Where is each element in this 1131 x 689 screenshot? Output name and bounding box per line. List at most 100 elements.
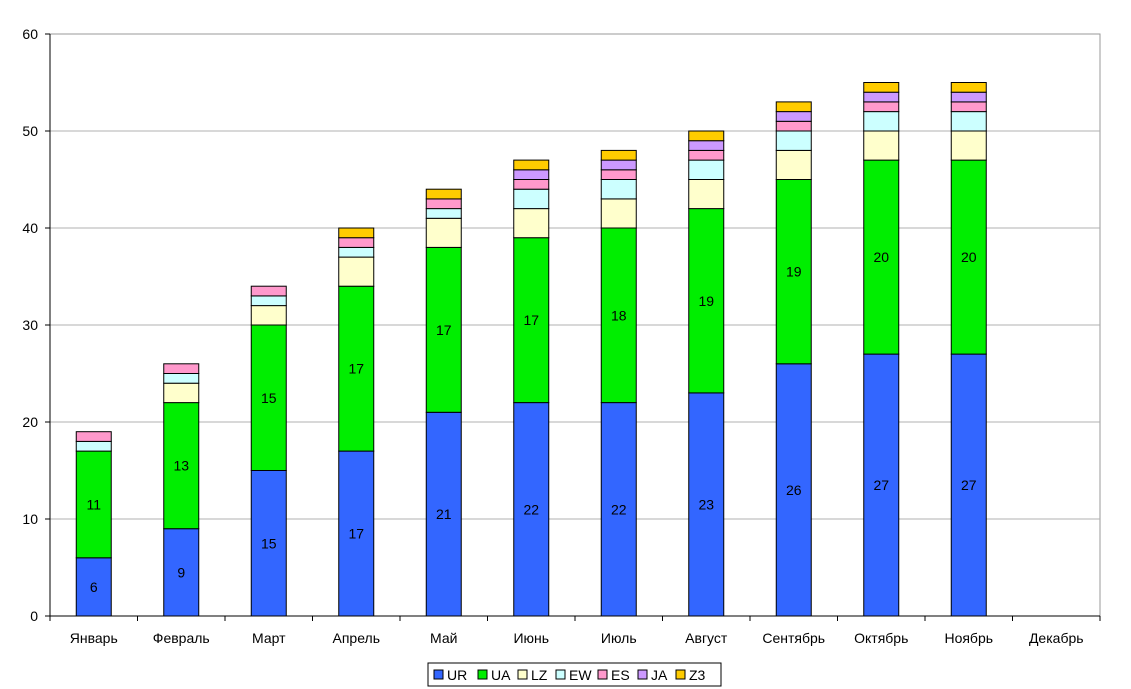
data-label-ua: 17	[523, 312, 539, 328]
legend-label-es: ES	[611, 667, 630, 683]
bar-segment-ur	[163, 528, 200, 617]
bar-segment-ja	[950, 91, 987, 103]
data-label-ur: 23	[698, 496, 714, 512]
bars	[75, 82, 987, 617]
bar-segment-ur	[688, 392, 725, 617]
tick-label-y: 50	[22, 123, 38, 139]
bar-segment-es	[513, 179, 550, 190]
bar-segment-lz	[338, 256, 375, 287]
bar-segment-es	[163, 363, 200, 374]
bar-segment-ua	[688, 208, 725, 394]
tick-label-x: Февраль	[153, 630, 210, 646]
tick-label-x: Май	[430, 630, 457, 646]
bar-segment-es	[425, 198, 462, 210]
bar-segment-ur	[513, 402, 550, 617]
legend-swatch-es	[597, 669, 608, 680]
bar-segment-ew	[513, 188, 550, 210]
bar-segment-lz	[775, 149, 812, 180]
legend-swatch-z3	[675, 669, 686, 680]
bar-segment-es	[600, 169, 637, 181]
data-label-ua: 20	[961, 249, 977, 265]
legend-swatch-ur	[433, 669, 444, 680]
bar-segment-z3	[863, 82, 900, 93]
bar-segment-ua	[338, 285, 375, 452]
data-label-ur: 6	[90, 579, 98, 595]
bar-segment-es	[338, 237, 375, 248]
bar-segment-ew	[600, 179, 637, 200]
legend-label-ja: JA	[651, 667, 668, 683]
bar-segment-lz	[863, 130, 900, 161]
bar-segment-lz	[600, 198, 637, 229]
legend-label-ew: EW	[569, 667, 592, 683]
data-label-ua: 17	[348, 361, 364, 377]
tick-label-y: 0	[30, 608, 38, 624]
tick-label-x: Апрель	[333, 630, 381, 646]
tick-label-y: 60	[22, 26, 38, 42]
tick-label-y: 30	[22, 317, 38, 333]
bar-segment-lz	[163, 382, 200, 404]
legend-swatch-lz	[517, 669, 528, 680]
tick-label-y: 10	[22, 511, 38, 527]
bar-segment-ew	[163, 373, 200, 384]
bar-segment-lz	[950, 130, 987, 161]
bar-segment-z3	[425, 188, 462, 200]
bar-segment-ew	[338, 246, 375, 258]
bar-segment-lz	[688, 179, 725, 210]
bar-segment-es	[250, 285, 287, 297]
bar-segment-ur	[950, 353, 987, 617]
bar-segment-z3	[513, 159, 550, 171]
data-label-ur: 27	[961, 477, 977, 493]
data-label-ua: 11	[86, 496, 101, 512]
bar-segment-ew	[775, 130, 812, 151]
bar-segment-ur	[250, 470, 287, 617]
tick-label-y: 40	[22, 220, 38, 236]
bar-segment-es	[688, 149, 725, 161]
bar-segment-ua	[600, 227, 637, 404]
bar-segment-ja	[863, 91, 900, 103]
bar-segment-ua	[163, 402, 200, 530]
data-label-ur: 22	[523, 501, 539, 517]
tick-label-x: Январь	[70, 630, 118, 646]
bar-segment-ur	[775, 363, 812, 617]
data-label-ua: 20	[873, 249, 889, 265]
bar-segment-es	[775, 120, 812, 132]
data-label-ur: 15	[261, 535, 277, 551]
data-label-ua: 13	[173, 458, 189, 474]
data-label-ur: 26	[786, 482, 802, 498]
bar-segment-ew	[950, 111, 987, 132]
bar-segment-ew	[250, 295, 287, 307]
tick-label-x: Июнь	[513, 630, 549, 646]
bar-segment-z3	[600, 149, 637, 161]
bar-segment-z3	[688, 130, 725, 142]
bar-segment-ur	[863, 353, 900, 617]
data-label-ua: 19	[786, 264, 802, 280]
bar-segment-ew	[75, 440, 112, 452]
legend-box	[427, 662, 722, 687]
bar-segment-z3	[338, 227, 375, 239]
legend-label-lz: LZ	[531, 667, 548, 683]
data-label-ua: 18	[611, 307, 627, 323]
bar-segment-ja	[775, 111, 812, 122]
data-label-ur: 27	[873, 477, 889, 493]
bar-segment-ew	[425, 208, 462, 219]
legend-swatch-ua	[477, 669, 488, 680]
data-label-ur: 22	[611, 501, 627, 517]
bar-segment-ua	[950, 159, 987, 355]
tick-label-x: Ноябрь	[944, 630, 993, 646]
bar-segment-ua	[513, 237, 550, 404]
bar-segment-es	[950, 101, 987, 113]
data-label-ua: 19	[698, 293, 714, 309]
tick-label-x: Декабрь	[1029, 630, 1084, 646]
tick-label-y: 20	[22, 414, 38, 430]
bar-segment-es	[75, 431, 112, 442]
tick-label-x: Март	[252, 630, 286, 646]
bar-segment-lz	[425, 217, 462, 248]
legend-label-z3: Z3	[689, 667, 706, 683]
legend-swatch-ew	[555, 669, 566, 680]
bar-segment-ua	[75, 450, 112, 559]
bar-segment-ew	[688, 159, 725, 181]
legend-swatch-ja	[637, 669, 648, 680]
bar-segment-ja	[513, 169, 550, 181]
data-label-ua: 17	[436, 322, 452, 338]
